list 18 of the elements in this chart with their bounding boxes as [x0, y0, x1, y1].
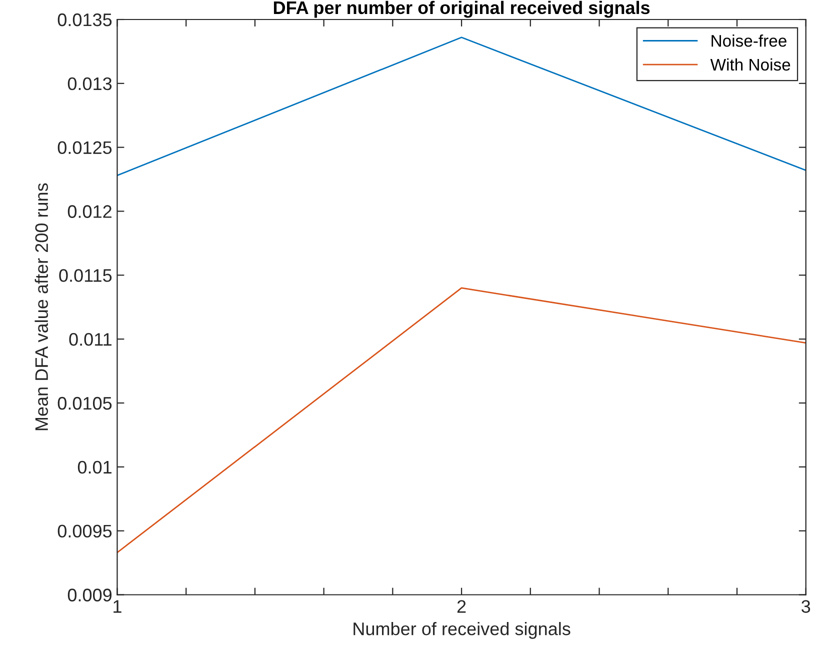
legend-label: With Noise	[710, 58, 790, 71]
chart-title: DFA per number of original received signals	[274, 0, 650, 18]
y-tick-label: 0.0095	[58, 524, 112, 538]
x-tick-label: 2	[457, 600, 466, 613]
y-tick-label: 0.0115	[59, 269, 112, 282]
y-tick-label: 0.0105	[58, 396, 112, 410]
x-tick-label: 3	[802, 600, 810, 613]
y-tick-label: 0.009	[68, 588, 112, 602]
y-tick-label: 0.012	[68, 205, 112, 218]
y-axis-title: Mean DFA value after 200 runs	[34, 183, 48, 430]
y-tick-label: 0.011	[69, 333, 112, 346]
x-tick-label: 1	[114, 600, 122, 613]
y-tick-label: 0.013	[68, 77, 112, 90]
x-axis-title: Number of received signals	[354, 622, 570, 639]
y-tick-label: 0.0135	[58, 13, 112, 26]
y-tick-label: 0.01	[78, 460, 112, 474]
legend-label: Noise-free	[712, 34, 786, 47]
y-tick-label: 0.0125	[58, 141, 112, 154]
